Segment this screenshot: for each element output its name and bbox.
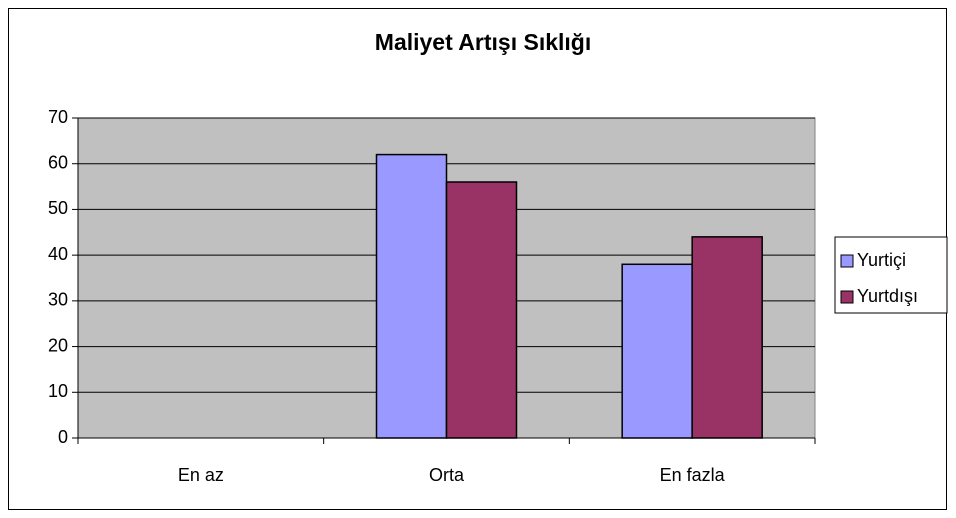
y-tick-label: 40 — [48, 244, 68, 264]
x-tick-label: Orta — [429, 465, 465, 485]
y-tick-label: 70 — [48, 107, 68, 127]
bar — [375, 153, 448, 439]
y-tick-label: 10 — [48, 381, 68, 401]
x-tick-label: En fazla — [660, 465, 726, 485]
y-tick-label: 60 — [48, 152, 68, 172]
legend-swatch — [840, 254, 854, 268]
legend-swatch — [840, 290, 854, 304]
legend-box — [834, 236, 948, 314]
y-tick-label: 30 — [48, 290, 68, 310]
y-tick-label: 20 — [48, 335, 68, 355]
x-tick-label: En az — [178, 465, 224, 485]
y-tick-label: 50 — [48, 198, 68, 218]
bar — [621, 263, 693, 439]
bar — [691, 236, 763, 439]
bar — [445, 181, 518, 439]
chart-title: Maliyet Artışı Sıklığı — [375, 29, 591, 55]
legend-label: Yurtiçi — [857, 250, 906, 270]
legend-label: Yurtdışı — [857, 286, 918, 306]
y-tick-label: 0 — [58, 427, 68, 447]
